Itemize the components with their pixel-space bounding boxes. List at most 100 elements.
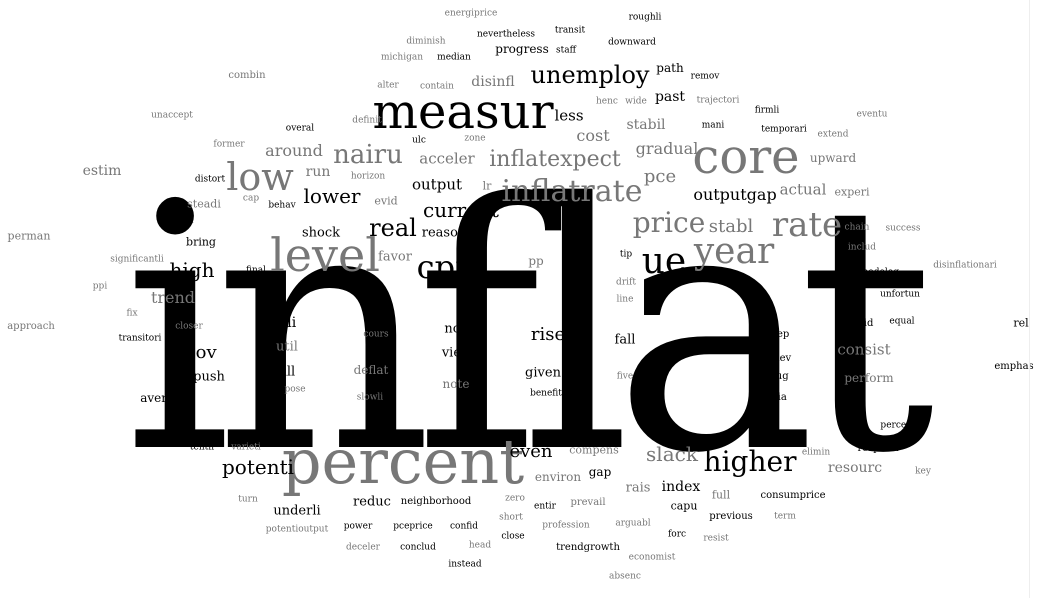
- word-disinflationari: disinflationari: [933, 260, 997, 271]
- word-shock: shock: [301, 225, 341, 241]
- word-inflatexpect: inflatexpect: [489, 147, 621, 172]
- word-tip: tip: [619, 249, 633, 260]
- word-lower: lower: [303, 184, 361, 208]
- word-lr: lr: [482, 179, 492, 193]
- word-ulc: ulc: [412, 135, 426, 146]
- word-unaccept: unaccept: [151, 110, 193, 121]
- word-tenth: tenth: [189, 442, 215, 453]
- word-estim: estim: [82, 163, 122, 179]
- word-argu: argu: [172, 215, 194, 226]
- word-head: head: [468, 540, 492, 551]
- word-util: util: [276, 339, 298, 355]
- word-real: real: [369, 214, 417, 242]
- word-deflat: deflat: [353, 363, 389, 377]
- word-gap: gap: [588, 465, 612, 479]
- word-slack: slack: [646, 442, 698, 466]
- word-less: less: [554, 106, 584, 125]
- word-roughli: roughli: [628, 12, 662, 23]
- word-cpi: cpi: [416, 248, 466, 286]
- word-steadi: steadi: [187, 197, 221, 211]
- word-acceler: acceler: [419, 149, 475, 168]
- word-rais: rais: [625, 480, 651, 496]
- word-power: power: [343, 521, 373, 532]
- word-distort: distort: [194, 174, 226, 185]
- word-instead: instead: [448, 559, 482, 570]
- word-wide: wide: [625, 96, 647, 107]
- word-temporari: temporari: [761, 124, 807, 135]
- word-favor: favor: [378, 249, 412, 265]
- word-economist: economist: [628, 552, 676, 563]
- word-zone: zone: [464, 133, 486, 144]
- word-evid: evid: [374, 194, 398, 208]
- word-five: five: [616, 371, 634, 382]
- word-higher: higher: [703, 445, 797, 478]
- word-abov: abov: [173, 342, 217, 363]
- word-alter: alter: [377, 80, 399, 91]
- word-staff: staff: [556, 45, 576, 56]
- word-term: term: [774, 511, 796, 522]
- word-consist: consist: [837, 340, 891, 359]
- word-approach: approach: [7, 321, 55, 332]
- word-gaug: gaug: [763, 371, 789, 382]
- word-potenti: potenti: [221, 455, 295, 479]
- word-index: index: [661, 479, 701, 495]
- word-fall: fall: [614, 332, 636, 348]
- word-definit: definit: [352, 115, 382, 126]
- word-median: median: [437, 52, 471, 63]
- word-gradual: gradual: [635, 139, 699, 158]
- word-even: even: [509, 441, 553, 462]
- word-equal: equal: [889, 316, 915, 327]
- word-trajectori: trajectori: [696, 95, 740, 106]
- word-ppi: ppi: [92, 281, 108, 292]
- word-underli: underli: [273, 503, 321, 519]
- word-current: current: [423, 198, 499, 222]
- word-benefit: benefit: [530, 388, 562, 399]
- word-price: price: [632, 206, 706, 239]
- word-unemploy: unemploy: [530, 61, 650, 89]
- word-pose: pose: [284, 384, 306, 395]
- word-run: run: [305, 164, 331, 180]
- word-rate: rate: [771, 205, 843, 245]
- word-note: note: [442, 377, 470, 391]
- word-past: past: [654, 89, 686, 105]
- word-year: year: [693, 231, 775, 272]
- word-reduc: reduc: [353, 494, 391, 510]
- word-bia: bia: [771, 392, 787, 403]
- word-pce: pce: [643, 166, 677, 187]
- word-creep: creep: [760, 329, 790, 340]
- word-resourc: resourc: [827, 460, 883, 476]
- word-unfortun: unfortun: [880, 289, 920, 300]
- word-perform: perform: [844, 371, 894, 385]
- word-arguabl: arguabl: [615, 518, 651, 529]
- word-consid: consid: [840, 318, 874, 329]
- word-rise: rise: [530, 324, 566, 345]
- word-absenc: absenc: [609, 571, 641, 582]
- word-given: given: [525, 365, 561, 381]
- word-closer: closer: [175, 321, 203, 332]
- word-turn: turn: [238, 494, 258, 505]
- word-entir: entir: [534, 501, 556, 512]
- word-rel: rel: [1013, 316, 1029, 330]
- word-extend: extend: [817, 129, 849, 140]
- word-forc: forc: [667, 529, 687, 540]
- word-potentioutput: potentioutput: [265, 524, 329, 535]
- word-percent: percent: [281, 425, 525, 498]
- word-former: former: [213, 139, 245, 150]
- word-eventu: eventu: [856, 109, 888, 120]
- word-environ: environ: [534, 470, 582, 484]
- word-pceprice: pceprice: [393, 521, 433, 532]
- word-trendgrowth: trendgrowth: [556, 542, 620, 553]
- word-conclud: conclud: [400, 542, 436, 553]
- word-contain: contain: [420, 81, 454, 92]
- word-outputgap: outputgap: [693, 185, 777, 204]
- word-short: short: [499, 512, 523, 523]
- word-behav: behav: [268, 200, 296, 211]
- word-around: around: [265, 141, 323, 160]
- word-perman: perman: [7, 229, 51, 243]
- word-view: view: [441, 345, 473, 361]
- word-downward: downward: [608, 37, 656, 48]
- word-prevail: prevail: [570, 497, 606, 508]
- word-respond: respond: [857, 443, 899, 454]
- word-experi: experi: [834, 185, 870, 199]
